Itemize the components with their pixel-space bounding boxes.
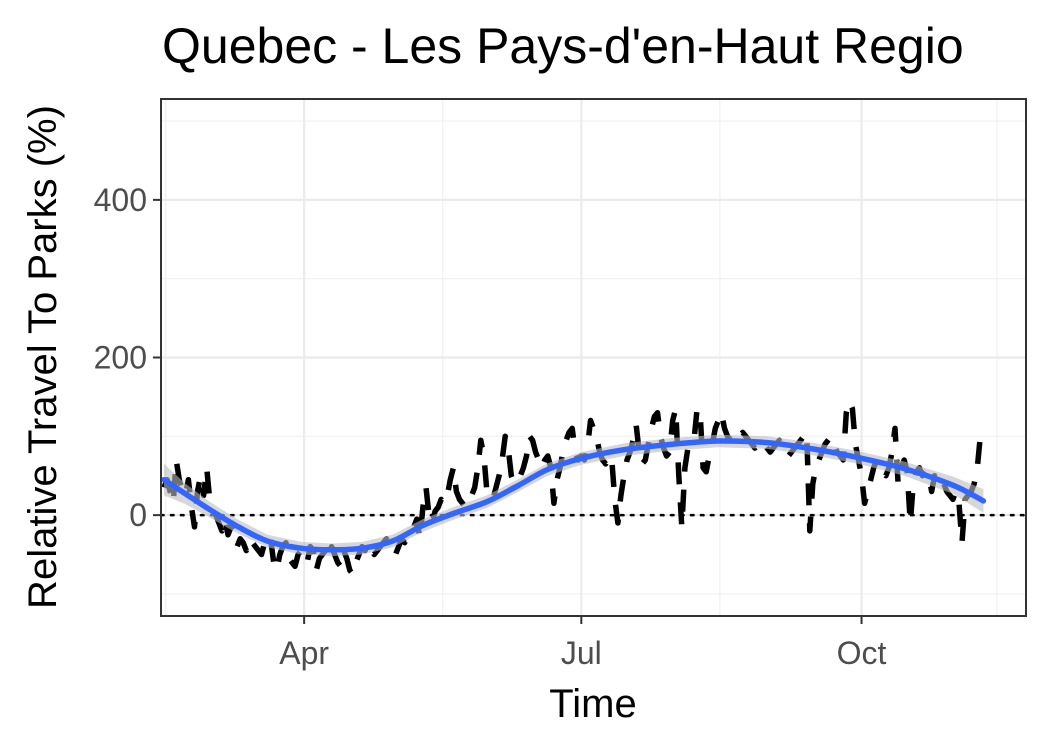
x-tick-label: Apr (279, 635, 329, 671)
y-axis-title: Relative Travel To Parks (%) (21, 105, 65, 609)
y-axis-ticks: 0 200 400 (94, 182, 161, 533)
smoothed-trend (161, 438, 987, 553)
smoothed-line (161, 438, 987, 553)
x-tick-label: Oct (837, 635, 887, 671)
plot-area (159, 98, 1028, 617)
observed-line (161, 398, 984, 577)
y-tick-label: 400 (94, 182, 147, 218)
y-tick-label: 200 (94, 340, 147, 376)
x-axis-title: Time (549, 682, 636, 726)
gridlines (161, 99, 1026, 616)
chart-title: Quebec - Les Pays-d'en-Haut Regio (162, 18, 964, 74)
x-tick-label: Jul (561, 635, 602, 671)
observed-series (161, 398, 984, 577)
y-tick-label: 0 (129, 497, 147, 533)
x-axis-ticks: Apr Jul Oct (279, 616, 887, 671)
